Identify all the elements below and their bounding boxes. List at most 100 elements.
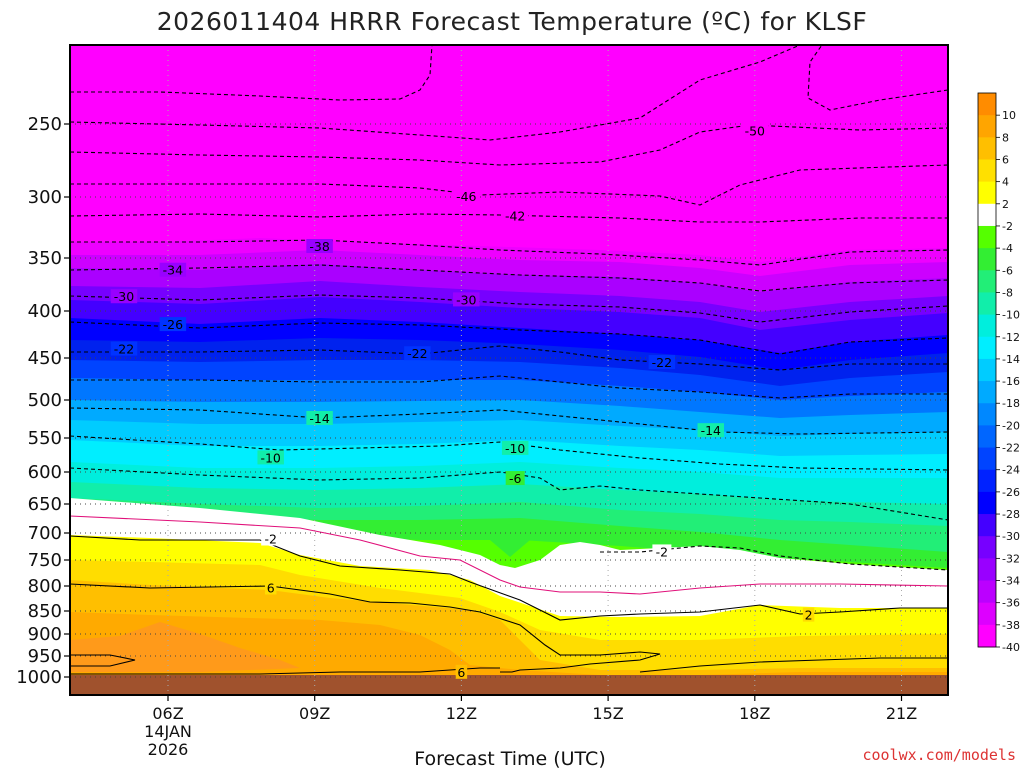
contour-label-bg [697,423,725,438]
colorbar-segment [978,358,996,382]
contour-minus-54a [70,45,433,101]
y-tick-label: 950 [28,646,62,667]
contour-minus-2 [600,545,948,571]
colorbar-segment [978,469,996,493]
plot-frame [69,44,949,696]
contour-label: -42 [505,209,525,224]
contour-label: 2 [805,608,813,623]
contour-label: -30 [456,292,476,307]
contour-label: 6 [267,581,275,596]
colorbar-tick-label: 4 [1002,176,1009,189]
colorbar-segment [978,447,996,471]
contour-label: -26 [163,317,183,332]
contour-label-bg [159,262,187,277]
contour-label-bg [505,471,525,486]
colorbar-tick-label: -24 [1002,464,1020,477]
contour-label-bg [501,208,529,223]
contour-zero [70,515,948,595]
x-date-label: 14JAN [144,722,192,741]
contour-label-bg [455,664,468,679]
x-axis-label: Forecast Time (UTC) [414,748,605,768]
contour-minus-34 [70,264,948,292]
colorbar-tick-label: -2 [1002,220,1013,233]
colorbar-tick-label: 6 [1002,153,1009,166]
colorbar-segment [978,602,996,626]
colorbar-tick-label: -14 [1002,353,1020,366]
contour-label: -22 [652,355,672,370]
contour-label: -14 [309,411,329,426]
contour-label-bg [159,317,187,332]
contour-label: -30 [114,289,134,304]
colorbar-tick-label: -8 [1002,286,1013,299]
contour-label: 6 [457,665,465,680]
contour-label: -22 [114,342,134,357]
contour-label-bg [264,580,277,595]
contour-minus-50 [70,124,948,166]
contour-minus-30 [70,294,948,323]
grid-lines [70,45,948,695]
x-tick-label: 06Z [152,704,183,723]
contour-minus-54b [807,45,948,111]
y-tick-label: 600 [28,462,62,483]
contour-label: -2 [264,531,276,546]
contour-lines [70,45,948,675]
colorbar-segment [978,491,996,515]
y-tick-label: 450 [28,348,62,369]
colorbar-segment [978,137,996,160]
temperature-field [70,45,948,695]
y-tick-label: 650 [28,494,62,515]
colorbar-segment [978,536,996,559]
contour-label-bg [648,355,676,370]
colorbar-segment [978,514,996,537]
contour-label-bg [802,607,815,622]
contour-label-bg [652,544,672,559]
colorbar-tick-label: -20 [1002,419,1020,432]
y-tick-label: 800 [28,576,62,597]
contour-minus-22 [70,345,948,371]
colorbar-tick-label: -40 [1002,641,1020,654]
contour-label: -10 [260,450,280,465]
y-tick-label: 1000 [16,667,62,688]
y-tick-label: 550 [28,428,62,449]
colorbar-segment [978,181,996,205]
contour-label-bg [257,450,284,465]
y-tick-label: 700 [28,523,62,544]
contour-label: -22 [407,346,427,361]
colorbar-tick-label: 8 [1002,131,1009,144]
contour-label-bg [453,292,480,307]
x-date-label: 2026 [148,740,189,759]
colorbar-segment [978,115,996,138]
contour-label-bg [741,123,769,138]
contour-label: -34 [163,263,183,278]
credit-text: coolwx.com/models [862,746,1016,764]
colorbar-frame [977,92,997,648]
y-tick-label: 850 [28,601,62,622]
colorbar-tick-label: -22 [1002,442,1020,455]
colorbar-segment [978,248,996,271]
contour-label: -14 [701,423,721,438]
colorbar-segment [978,225,996,249]
contour-label-bg [453,189,480,203]
colorbar-tick-label: 2 [1002,198,1009,211]
contour-minus-10 [70,435,948,471]
colorbar-segment [978,580,996,604]
contour-label: -38 [309,239,329,254]
colorbar-segment [978,159,996,183]
contour-label: -6 [509,471,522,486]
contour-label-bg [110,289,138,304]
contour-minus-6 [70,467,948,521]
contour-minus-38 [70,239,948,266]
contour-minus-46 [70,164,948,206]
y-tick-label: 500 [28,390,62,411]
colorbar-segment [978,558,996,582]
contour-label-bg [404,346,431,361]
contour-labels: -50-46-42-38-34-30 -30-26-22 -22-22-14-14-… [110,123,815,680]
x-tick-label: 09Z [299,704,330,723]
contour-minus-54c [70,45,801,141]
colorbar-tick-label: -28 [1002,508,1020,521]
colorbar-segment [978,336,996,360]
y-tick-label: 750 [28,550,62,571]
colorbar-segment [978,292,996,316]
